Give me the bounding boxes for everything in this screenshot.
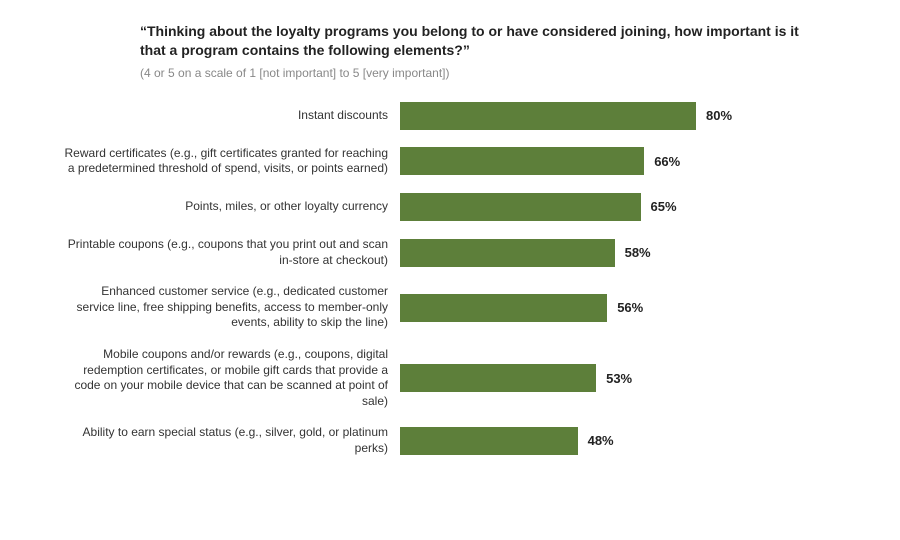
bar-value: 80% — [706, 108, 732, 123]
bar-area: 56% — [400, 294, 840, 322]
bar-area: 48% — [400, 427, 840, 455]
bar — [400, 427, 578, 455]
bar-label: Printable coupons (e.g., coupons that yo… — [60, 237, 400, 268]
bar-label: Enhanced customer service (e.g., dedicat… — [60, 284, 400, 331]
bar-label: Mobile coupons and/or rewards (e.g., cou… — [60, 347, 400, 409]
bar-value: 56% — [617, 300, 643, 315]
bar — [400, 193, 641, 221]
bar-value: 58% — [625, 245, 651, 260]
bar-row: Ability to earn special status (e.g., si… — [60, 425, 840, 456]
bar-row: Instant discounts 80% — [60, 102, 840, 130]
bar-chart: Instant discounts 80% Reward certificates … — [60, 102, 840, 457]
bar-row: Points, miles, or other loyalty currency… — [60, 193, 840, 221]
bar-value: 53% — [606, 371, 632, 386]
bar — [400, 147, 644, 175]
chart-title: “Thinking about the loyalty programs you… — [140, 22, 800, 60]
bar-label: Points, miles, or other loyalty currency — [60, 199, 400, 215]
bar-value: 66% — [654, 154, 680, 169]
bar-row: Mobile coupons and/or rewards (e.g., cou… — [60, 347, 840, 409]
bar-label: Ability to earn special status (e.g., si… — [60, 425, 400, 456]
bar-row: Enhanced customer service (e.g., dedicat… — [60, 284, 840, 331]
bar-area: 80% — [400, 102, 840, 130]
bar-label: Instant discounts — [60, 108, 400, 124]
bar-value: 65% — [651, 199, 677, 214]
bar-area: 58% — [400, 239, 840, 267]
bar — [400, 102, 696, 130]
chart-subtitle: (4 or 5 on a scale of 1 [not important] … — [140, 66, 840, 80]
bar-row: Printable coupons (e.g., coupons that yo… — [60, 237, 840, 268]
chart-container: “Thinking about the loyalty programs you… — [0, 0, 900, 493]
bar-area: 65% — [400, 193, 840, 221]
bar-value: 48% — [588, 433, 614, 448]
bar — [400, 364, 596, 392]
bar-row: Reward certificates (e.g., gift certific… — [60, 146, 840, 177]
bar — [400, 239, 615, 267]
bar-label: Reward certificates (e.g., gift certific… — [60, 146, 400, 177]
bar-area: 53% — [400, 364, 840, 392]
bar-area: 66% — [400, 147, 840, 175]
bar — [400, 294, 607, 322]
